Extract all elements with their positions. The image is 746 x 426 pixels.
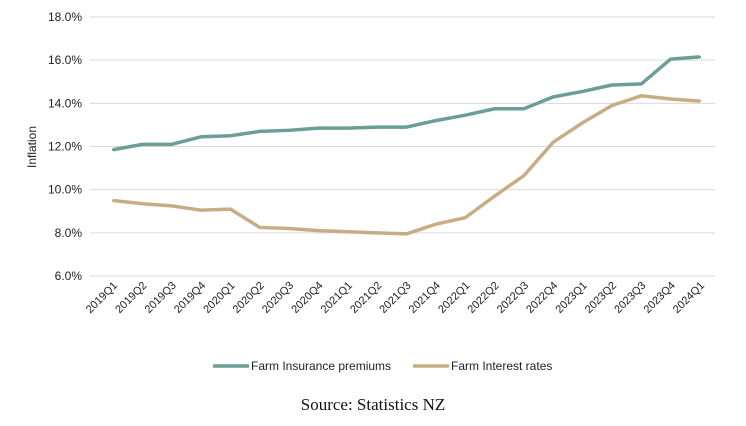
data-point <box>464 114 467 117</box>
data-point <box>141 143 144 146</box>
x-tick-label: 2019Q1 <box>84 280 120 316</box>
data-point <box>640 82 643 86</box>
data-point <box>493 107 496 110</box>
data-point <box>434 223 438 226</box>
y-tick-label: 10.0% <box>48 183 82 197</box>
x-tick-label: 2021Q2 <box>348 280 384 316</box>
series-line-1 <box>112 94 701 236</box>
data-point <box>287 227 291 230</box>
data-point <box>669 97 672 101</box>
x-tick-label: 2020Q1 <box>201 280 237 316</box>
x-tick-label: 2021Q1 <box>319 280 355 316</box>
data-point <box>581 121 584 124</box>
data-point <box>199 135 203 138</box>
data-point <box>669 57 672 61</box>
x-tick-label: 2021Q4 <box>407 280 443 316</box>
x-tick-label: 2023Q2 <box>583 280 619 316</box>
y-axis-label: Inflation <box>25 126 39 168</box>
data-point <box>522 107 526 110</box>
data-point <box>258 226 261 229</box>
x-tick-label: 2023Q1 <box>554 280 590 316</box>
data-point <box>493 194 496 198</box>
data-point <box>346 230 349 233</box>
data-point <box>170 143 173 146</box>
x-tick-label: 2022Q1 <box>436 280 472 316</box>
data-point <box>375 231 379 235</box>
y-tick-label: 12.0% <box>48 140 82 154</box>
data-point <box>141 202 144 205</box>
legend-label: Farm Interest rates <box>451 359 552 373</box>
data-point <box>698 99 702 103</box>
data-point <box>464 216 467 219</box>
legend-item: Farm Interest rates <box>413 359 552 373</box>
legend-item: Farm Insurance premiums <box>213 359 391 373</box>
y-tick-label: 14.0% <box>48 96 82 110</box>
source-note: Source: Statistics NZ <box>300 395 446 414</box>
y-tick-label: 8.0% <box>55 226 83 240</box>
data-point <box>229 207 232 211</box>
y-tick-label: 6.0% <box>55 269 83 283</box>
data-point <box>610 104 614 107</box>
x-tick-label: 2022Q2 <box>465 280 501 316</box>
data-point <box>375 125 379 129</box>
data-point <box>111 199 115 202</box>
x-tick-label: 2019Q3 <box>143 280 179 316</box>
data-point <box>522 174 526 177</box>
x-tick-label: 2023Q4 <box>642 280 678 316</box>
x-tick-label: 2021Q3 <box>377 280 413 316</box>
data-point <box>405 125 408 129</box>
x-tick-label: 2022Q3 <box>495 280 531 316</box>
data-point <box>346 126 349 130</box>
y-tick-label: 16.0% <box>48 53 82 67</box>
x-tick-label: 2024Q1 <box>671 280 707 316</box>
y-tick-label: 18.0% <box>48 10 82 24</box>
x-tick-label: 2020Q4 <box>289 280 325 316</box>
x-tick-label: 2019Q2 <box>113 280 149 316</box>
data-point <box>698 55 702 59</box>
x-tick-label: 2019Q4 <box>172 280 208 316</box>
data-point <box>199 208 203 212</box>
data-point <box>317 126 320 130</box>
x-tick-label: 2022Q4 <box>524 280 560 316</box>
data-point <box>552 95 555 99</box>
data-point <box>640 94 643 97</box>
x-tick-label: 2023Q3 <box>612 280 648 316</box>
data-point <box>610 83 614 87</box>
data-point <box>405 232 408 236</box>
data-point <box>111 148 115 151</box>
data-point <box>317 229 320 232</box>
data-point <box>287 129 291 132</box>
data-point <box>229 134 232 137</box>
data-point <box>258 130 261 133</box>
x-tick-label: 2020Q2 <box>231 280 267 316</box>
data-point <box>552 140 555 144</box>
data-point <box>170 204 173 208</box>
data-point <box>581 90 584 93</box>
legend-label: Farm Insurance premiums <box>251 359 391 373</box>
x-tick-label: 2020Q3 <box>260 280 296 316</box>
data-point <box>434 119 438 122</box>
